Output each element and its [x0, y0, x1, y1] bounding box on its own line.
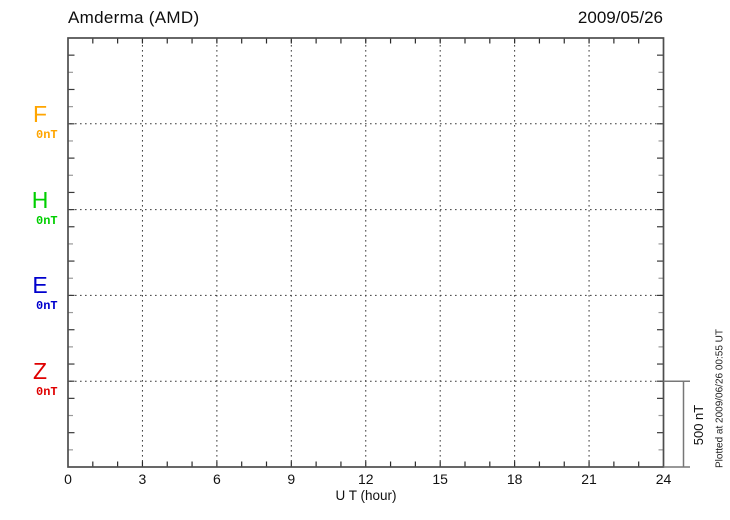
channel-label-Z: Z [32, 358, 48, 385]
channel-offset-E: 0nT [36, 299, 58, 314]
x-tick-label: 0 [64, 471, 72, 487]
plotted-timestamp: Plotted at 2009/06/26 00:55 UT [714, 329, 726, 468]
x-axis-title: U T (hour) [335, 488, 397, 503]
channel-label-E: E [32, 272, 48, 299]
x-tick-label: 18 [506, 471, 523, 487]
x-tick-label: 3 [138, 471, 147, 487]
scale-bar-label: 500 nT [691, 404, 706, 446]
x-tick-label: 21 [581, 471, 597, 487]
channel-offset-F: 0nT [36, 127, 58, 142]
x-tick-label: 12 [357, 471, 374, 487]
channel-label-F: F [32, 100, 48, 127]
x-tick-label: 9 [287, 471, 296, 487]
plot-date: 2009/05/26 [577, 8, 663, 27]
channel-offset-H: 0nT [36, 213, 58, 228]
x-tick-label: 24 [655, 471, 672, 487]
channel-offset-Z: 0nT [36, 385, 58, 400]
station-title: Amderma (AMD) [68, 8, 200, 27]
channel-label-H: H [31, 186, 49, 213]
plot-frame [67, 37, 665, 468]
x-tick-label: 6 [212, 471, 221, 487]
x-tick-label: 15 [432, 471, 448, 487]
